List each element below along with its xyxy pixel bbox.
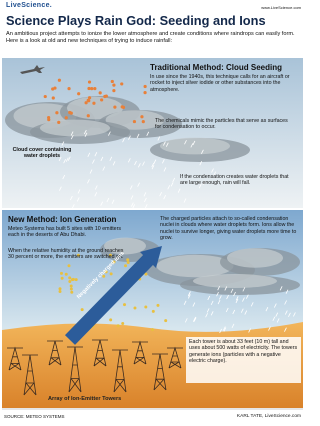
- particle: [113, 106, 116, 109]
- ion: [65, 273, 68, 276]
- title: Science Plays Rain God: Seeding and Ions: [6, 14, 266, 28]
- particle: [133, 120, 136, 123]
- ion: [109, 318, 112, 321]
- cloud: [227, 248, 283, 268]
- particle: [52, 96, 55, 99]
- particle: [87, 87, 90, 90]
- ion: [60, 272, 63, 275]
- particle: [144, 85, 147, 88]
- text: Meteo Systems has built 5 sites with 10 …: [8, 226, 126, 239]
- cloud: [160, 138, 230, 155]
- ion: [110, 272, 113, 275]
- ion: [156, 304, 159, 307]
- ion: [75, 278, 78, 281]
- particle: [100, 98, 103, 101]
- brand: LiveScience.: [6, 3, 52, 9]
- particle: [99, 91, 102, 94]
- label: Cloud cover containing water droplets: [12, 147, 72, 160]
- ion: [121, 322, 124, 325]
- ion: [59, 287, 62, 290]
- cloud: [40, 120, 110, 137]
- particle: [65, 116, 68, 119]
- ion: [59, 290, 62, 293]
- particle: [55, 111, 58, 114]
- section-heading: New Method: Ion Generation: [8, 215, 116, 224]
- particle: [77, 92, 80, 95]
- particle: [67, 87, 70, 90]
- ion: [67, 264, 70, 267]
- infographic: LiveScience. www.LiveScience.com Science…: [0, 0, 305, 426]
- particle: [140, 115, 143, 118]
- particle: [92, 102, 95, 105]
- section-heading: Traditional Method: Cloud Seeding: [150, 63, 282, 72]
- ion: [81, 308, 84, 311]
- particle: [53, 86, 56, 89]
- text: If the condensation creates water drople…: [180, 174, 295, 187]
- ion: [152, 310, 155, 313]
- ion: [70, 291, 73, 294]
- particle: [143, 91, 146, 94]
- ion: [68, 276, 71, 279]
- particle: [111, 80, 114, 83]
- particle: [142, 120, 145, 123]
- particle: [85, 101, 88, 104]
- particle: [68, 111, 71, 114]
- cloud: [193, 274, 277, 288]
- ion: [164, 319, 167, 322]
- ion: [68, 280, 71, 283]
- particle: [57, 121, 60, 124]
- credit: KARL TATE, LiveScience.com: [237, 414, 301, 420]
- particle: [88, 96, 91, 99]
- ion: [123, 303, 126, 306]
- text: When the relative humidity at the ground…: [8, 248, 126, 261]
- particle: [121, 105, 124, 108]
- text: The charged particles attach to so-calle…: [160, 216, 298, 241]
- ion: [133, 307, 136, 310]
- ion: [61, 277, 64, 280]
- ion: [124, 264, 127, 267]
- ion: [126, 258, 129, 261]
- particle: [58, 79, 61, 82]
- ion: [70, 284, 73, 287]
- source: SOURCE: METEO SYSTEMS: [4, 414, 65, 420]
- ion: [151, 328, 154, 331]
- url: www.LiveScience.com: [261, 5, 301, 11]
- particle: [120, 82, 123, 85]
- intro: An ambitious project attempts to ionize …: [6, 31, 302, 45]
- particle: [112, 89, 115, 92]
- ion: [144, 305, 147, 308]
- particle: [47, 118, 50, 121]
- particle: [87, 114, 90, 117]
- text: The chemicals mimic the particles that s…: [155, 118, 290, 131]
- ion: [71, 278, 74, 281]
- text: In use since the 1940s, this technique c…: [150, 74, 298, 93]
- particle: [93, 87, 96, 90]
- particle: [105, 94, 108, 97]
- ion: [117, 324, 120, 327]
- label: Array of Ion-Emitter Towers: [48, 396, 121, 402]
- particle: [88, 80, 91, 83]
- particle: [44, 95, 47, 98]
- text: Each tower is about 33 feet (10 m) tall …: [189, 339, 299, 364]
- ion: [127, 261, 130, 264]
- ion: [70, 288, 73, 291]
- particle: [112, 84, 115, 87]
- particle: [90, 87, 93, 90]
